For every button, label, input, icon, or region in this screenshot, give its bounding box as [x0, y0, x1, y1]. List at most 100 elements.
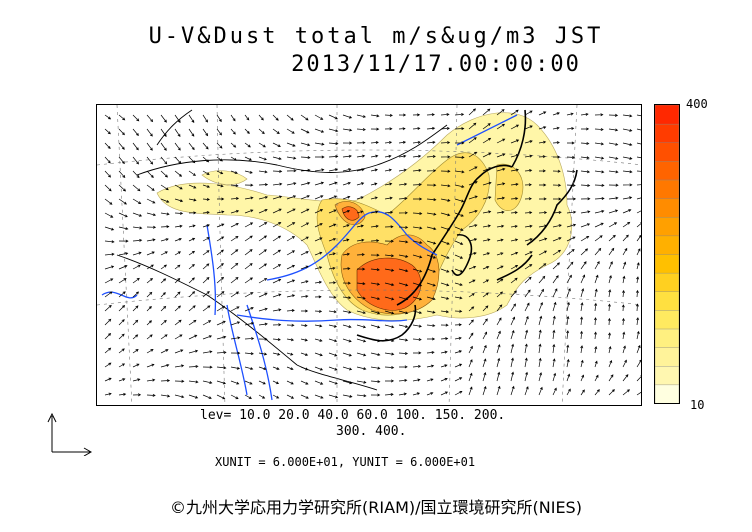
colorbar-band	[654, 272, 680, 292]
wind-arrow	[230, 209, 240, 214]
wind-arrow	[482, 372, 487, 382]
wind-arrow	[580, 345, 584, 354]
colorbar-max-label: 400	[686, 97, 708, 111]
wind-arrow	[286, 114, 294, 121]
wind-arrow	[482, 318, 488, 326]
wind-arrow	[524, 251, 533, 256]
wind-arrow	[272, 278, 282, 284]
wind-arrow	[398, 338, 409, 342]
wind-arrow	[342, 128, 353, 132]
wind-arrow	[244, 235, 253, 242]
wind-arrow	[454, 212, 464, 217]
wind-arrow	[454, 390, 463, 396]
wind-arrow	[104, 156, 111, 164]
wind-arrow	[328, 128, 339, 133]
borders	[116, 109, 448, 391]
wind-arrow	[496, 138, 506, 144]
wind-arrow	[594, 222, 604, 228]
wind-arrow	[426, 378, 434, 382]
wind-arrow	[174, 277, 181, 284]
wind-arrow	[580, 127, 590, 131]
wind-arrow	[468, 279, 476, 284]
wind-arrow	[594, 374, 599, 382]
wind-arrow	[216, 350, 227, 354]
wind-arrow	[230, 262, 239, 270]
colorbar-band	[654, 142, 680, 162]
wind-arrow	[244, 249, 253, 256]
wind-arrow	[426, 212, 437, 216]
wind-arrow	[440, 337, 449, 341]
wind-arrow	[496, 224, 505, 228]
wind-arrow	[244, 156, 252, 161]
wind-arrow	[594, 360, 598, 368]
wind-arrow	[552, 288, 558, 298]
wind-arrow	[398, 225, 409, 229]
wind-arrow	[342, 238, 350, 242]
wind-arrow	[440, 169, 451, 173]
wind-arrow	[412, 197, 423, 201]
wind-arrow	[398, 392, 407, 396]
wind-arrow	[104, 114, 112, 120]
wind-arrow	[356, 282, 366, 286]
wind-arrow	[552, 358, 556, 368]
wind-arrow	[468, 265, 477, 270]
wind-arrow	[356, 394, 367, 398]
wind-arrow	[440, 391, 449, 396]
wind-arrow	[552, 169, 561, 173]
wind-arrow	[412, 211, 423, 215]
wind-arrow	[398, 254, 409, 258]
colorbar-band	[654, 123, 680, 143]
wind-arrow	[188, 277, 195, 284]
contour-levels-line2: 300. 400.	[336, 424, 407, 439]
wind-arrow	[216, 263, 224, 270]
wind-arrow	[258, 156, 267, 161]
wind-arrow	[538, 301, 543, 312]
wind-arrow	[636, 375, 641, 382]
wind-arrow	[398, 310, 409, 315]
wind-arrow	[146, 363, 155, 368]
wind-arrow	[314, 128, 325, 133]
wind-arrow	[342, 209, 351, 214]
wind-arrow	[496, 252, 504, 256]
wind-arrow	[160, 363, 170, 368]
wind-arrow	[398, 140, 407, 144]
wind-arrow	[440, 184, 451, 188]
wind-arrow	[118, 319, 125, 326]
wind-arrow	[636, 210, 641, 214]
wind-arrow	[174, 394, 185, 399]
wind-arrow	[174, 334, 183, 340]
wind-arrow	[398, 196, 408, 200]
wind-arrow	[132, 393, 142, 397]
wind-arrow	[454, 240, 464, 245]
wind-arrow	[104, 392, 112, 396]
wind-arrow	[118, 226, 129, 231]
wind-arrow	[286, 294, 296, 298]
wind-arrow	[566, 261, 574, 270]
wind-arrow	[468, 122, 477, 130]
wind-arrow	[300, 366, 309, 371]
wind-arrow	[496, 196, 506, 200]
wind-arrow	[468, 181, 478, 186]
wind-arrow	[580, 274, 586, 284]
wind-arrow	[146, 291, 153, 298]
wind-arrow	[580, 288, 585, 298]
wind-arrow	[202, 156, 210, 163]
wind-arrow	[356, 253, 365, 257]
wind-arrow	[552, 237, 562, 242]
wind-arrow	[370, 239, 380, 243]
wind-arrow	[538, 315, 543, 326]
wind-arrow	[510, 290, 517, 298]
wind-arrow	[566, 249, 575, 256]
wind-arrow	[440, 364, 448, 368]
wind-arrow	[468, 386, 473, 396]
wind-arrow	[314, 380, 324, 385]
wind-arrow	[552, 183, 562, 187]
wind-arrow	[244, 307, 254, 312]
wind-arrow	[440, 126, 450, 130]
wind-arrow	[454, 363, 463, 368]
wind-arrow	[314, 352, 323, 357]
wind-arrow	[300, 195, 310, 200]
wind-arrow	[104, 377, 112, 382]
wind-arrow	[635, 289, 639, 298]
wind-arrow	[524, 110, 533, 116]
